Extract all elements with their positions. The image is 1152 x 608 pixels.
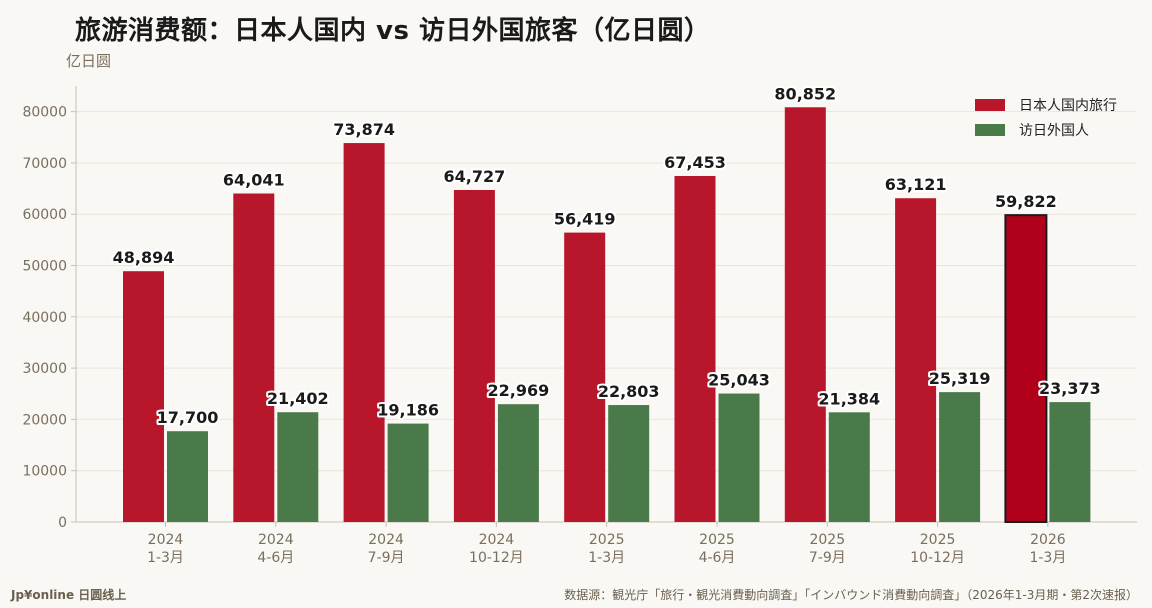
y-tick-label: 0 <box>58 515 67 531</box>
source-note: 数据源：観光庁「旅行・観光消費動向調査」「インバウンド消費動向調査」（2026年… <box>564 588 1138 602</box>
x-tick-label-year: 2024 <box>148 532 184 548</box>
data-label-inbound: 22,803 <box>598 382 660 401</box>
x-tick-label-year: 2026 <box>1030 532 1066 548</box>
legend-swatch <box>975 99 1005 111</box>
data-label-domestic: 67,453 <box>664 153 726 172</box>
bar-inbound <box>1049 402 1091 522</box>
y-tick-label: 30000 <box>22 361 67 377</box>
x-tick-label-year: 2024 <box>258 532 294 548</box>
bar-domestic <box>895 198 937 523</box>
bar-inbound <box>167 431 208 522</box>
x-tick-label-quarter: 4-6月 <box>699 550 736 566</box>
y-tick-label: 50000 <box>22 259 67 275</box>
y-tick-label: 20000 <box>22 412 67 428</box>
bar-domestic <box>123 271 164 522</box>
bar-domestic <box>233 193 275 523</box>
bar-domestic <box>343 143 385 523</box>
y-tick-label: 60000 <box>22 207 67 223</box>
data-label-inbound: 19,186 <box>377 401 439 420</box>
bar-domestic <box>453 189 495 522</box>
data-label-inbound: 22,969 <box>488 381 550 400</box>
legend-swatch <box>975 124 1005 136</box>
data-label-inbound: 21,402 <box>267 389 329 408</box>
data-label-domestic: 73,874 <box>333 120 395 139</box>
data-label-inbound: 25,043 <box>708 371 770 390</box>
brand-label: Jp¥online 日圆线上 <box>11 588 127 602</box>
bar-inbound <box>387 423 429 522</box>
x-tick-label-quarter: 1-3月 <box>588 550 625 566</box>
y-tick-label: 80000 <box>22 105 67 121</box>
legend-label: 访日外国人 <box>1019 123 1089 139</box>
x-tick-label-quarter: 1-3月 <box>147 550 184 566</box>
x-tick-label-year: 2024 <box>479 532 515 548</box>
x-tick-label-quarter: 4-6月 <box>257 550 294 566</box>
x-tick-label-year: 2025 <box>920 532 956 548</box>
data-label-domestic: 56,419 <box>554 210 616 229</box>
data-label-inbound: 17,700 <box>157 408 219 427</box>
x-tick-label-year: 2025 <box>589 532 625 548</box>
legend-label: 日本人国内旅行 <box>1019 98 1117 114</box>
x-tick-label-quarter: 7-9月 <box>368 550 405 566</box>
data-label-domestic: 63,121 <box>885 175 947 194</box>
bar-inbound <box>718 393 760 522</box>
bar-domestic <box>564 232 606 523</box>
data-label-domestic: 64,727 <box>444 167 506 186</box>
data-label-inbound: 21,384 <box>818 389 880 408</box>
x-tick-label-quarter: 10-12月 <box>469 550 524 566</box>
bar-inbound <box>939 392 981 522</box>
bar-inbound <box>828 412 870 522</box>
x-tick-label-year: 2025 <box>699 532 735 548</box>
x-tick-label-quarter: 1-3月 <box>1029 550 1066 566</box>
x-tick-label-year: 2025 <box>809 532 845 548</box>
y-tick-label: 10000 <box>22 464 67 480</box>
data-label-inbound: 23,373 <box>1039 379 1101 398</box>
x-tick-label-year: 2024 <box>368 532 404 548</box>
bar-domestic <box>784 107 826 523</box>
y-axis-unit-label: 亿日圆 <box>66 52 112 70</box>
chart-title: 旅游消费额：日本人国内 vs 访日外国旅客（亿日圆） <box>75 16 711 46</box>
data-label-domestic: 80,852 <box>774 84 836 103</box>
y-tick-label: 40000 <box>22 310 67 326</box>
bar-domestic <box>674 176 716 522</box>
bar-domestic <box>1004 214 1048 524</box>
data-label-domestic: 48,894 <box>113 248 175 267</box>
y-tick-label: 70000 <box>22 156 67 172</box>
bar-inbound <box>608 405 650 522</box>
x-tick-label-quarter: 7-9月 <box>809 550 846 566</box>
data-label-domestic: 64,041 <box>223 171 285 190</box>
x-tick-label-quarter: 10-12月 <box>910 550 965 566</box>
bar-inbound <box>277 412 319 522</box>
data-label-inbound: 25,319 <box>929 369 991 388</box>
bar-inbound <box>497 404 539 522</box>
data-label-domestic: 59,822 <box>995 192 1057 211</box>
